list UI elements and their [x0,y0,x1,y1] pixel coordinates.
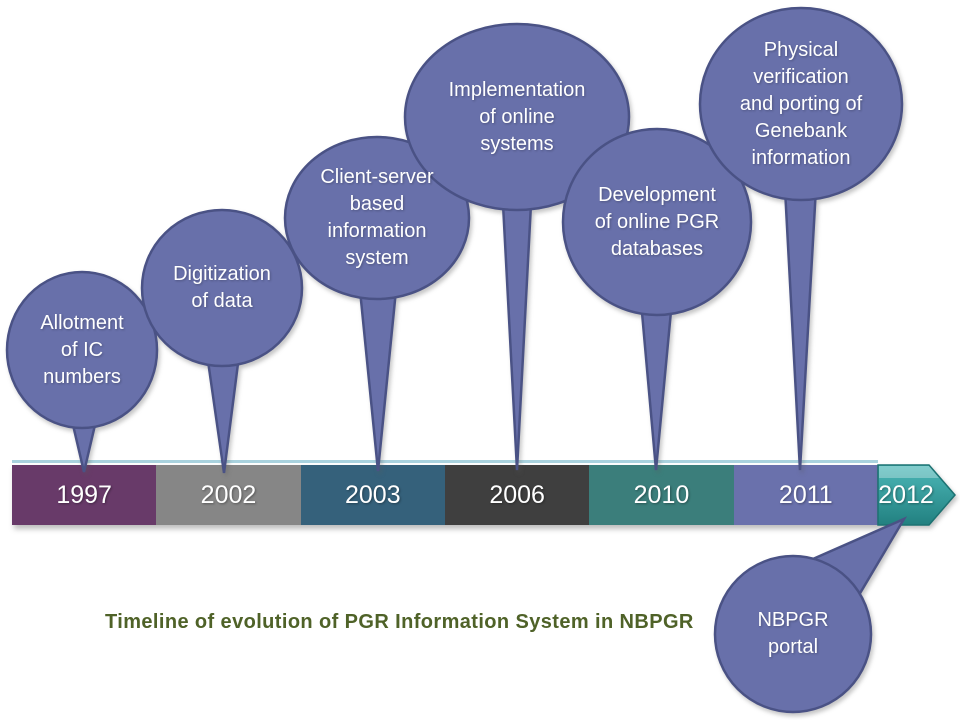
timeline-top-highlight [12,460,878,463]
balloon-label-allotment: Allotment of IC numbers [40,312,124,388]
year-label-2003: 2003 [345,480,401,509]
balloon-tail-nbpgr-portal [803,516,908,602]
timeline-segment-2011: 2011 [733,465,878,525]
balloon-tail-development [638,288,675,471]
year-label-1997: 1997 [56,480,112,509]
timeline-bar: 1997 2002 2003 2006 2010 2011 [12,465,878,525]
balloon-label-development: Development of online PGR databases [594,184,720,260]
year-label-2012: 2012 [878,480,934,509]
balloon-label-digitization: Digitization of data [173,263,271,312]
year-label-2011: 2011 [778,480,833,509]
year-label-2002: 2002 [200,480,257,509]
timeline-segment-2002: 2002 [156,465,301,525]
slide-title: Timeline of evolution of PGR Information… [105,611,694,633]
balloon-tail-digitization [203,338,243,474]
balloon-tail-client-server [357,278,399,472]
balloon-label-nbpgr-portal: NBPGR portal [757,609,829,658]
timeline-segment-2006: 2006 [444,465,590,525]
year-label-2010: 2010 [633,480,690,509]
balloon-tail-physical-verification [782,168,819,471]
timeline-segment-2010: 2010 [589,465,734,525]
timeline-segment-2003: 2003 [300,465,445,525]
timeline-segment-1997: 1997 [12,465,157,525]
balloon-label-physical-verification: Physical verification and porting of Gen… [739,39,863,169]
year-label-2006: 2006 [489,480,545,509]
balloon-label-implementation: Implementation of online systems [448,79,586,155]
balloon-label-client-server: Client-server based information system [320,166,434,269]
balloon-tail-implementation [500,183,534,471]
